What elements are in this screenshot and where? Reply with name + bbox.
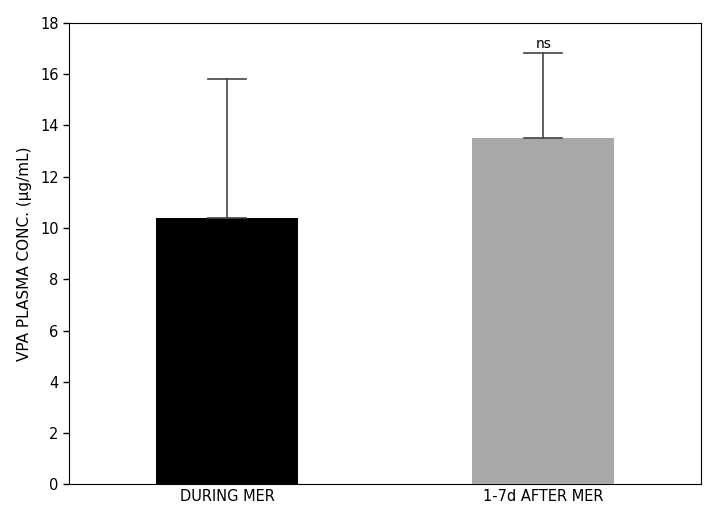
Text: ns: ns (536, 37, 551, 51)
Bar (472, 138, 615, 485)
Y-axis label: VPA PLASMA CONC. (μg/mL): VPA PLASMA CONC. (μg/mL) (17, 146, 32, 361)
Bar (156, 218, 298, 485)
